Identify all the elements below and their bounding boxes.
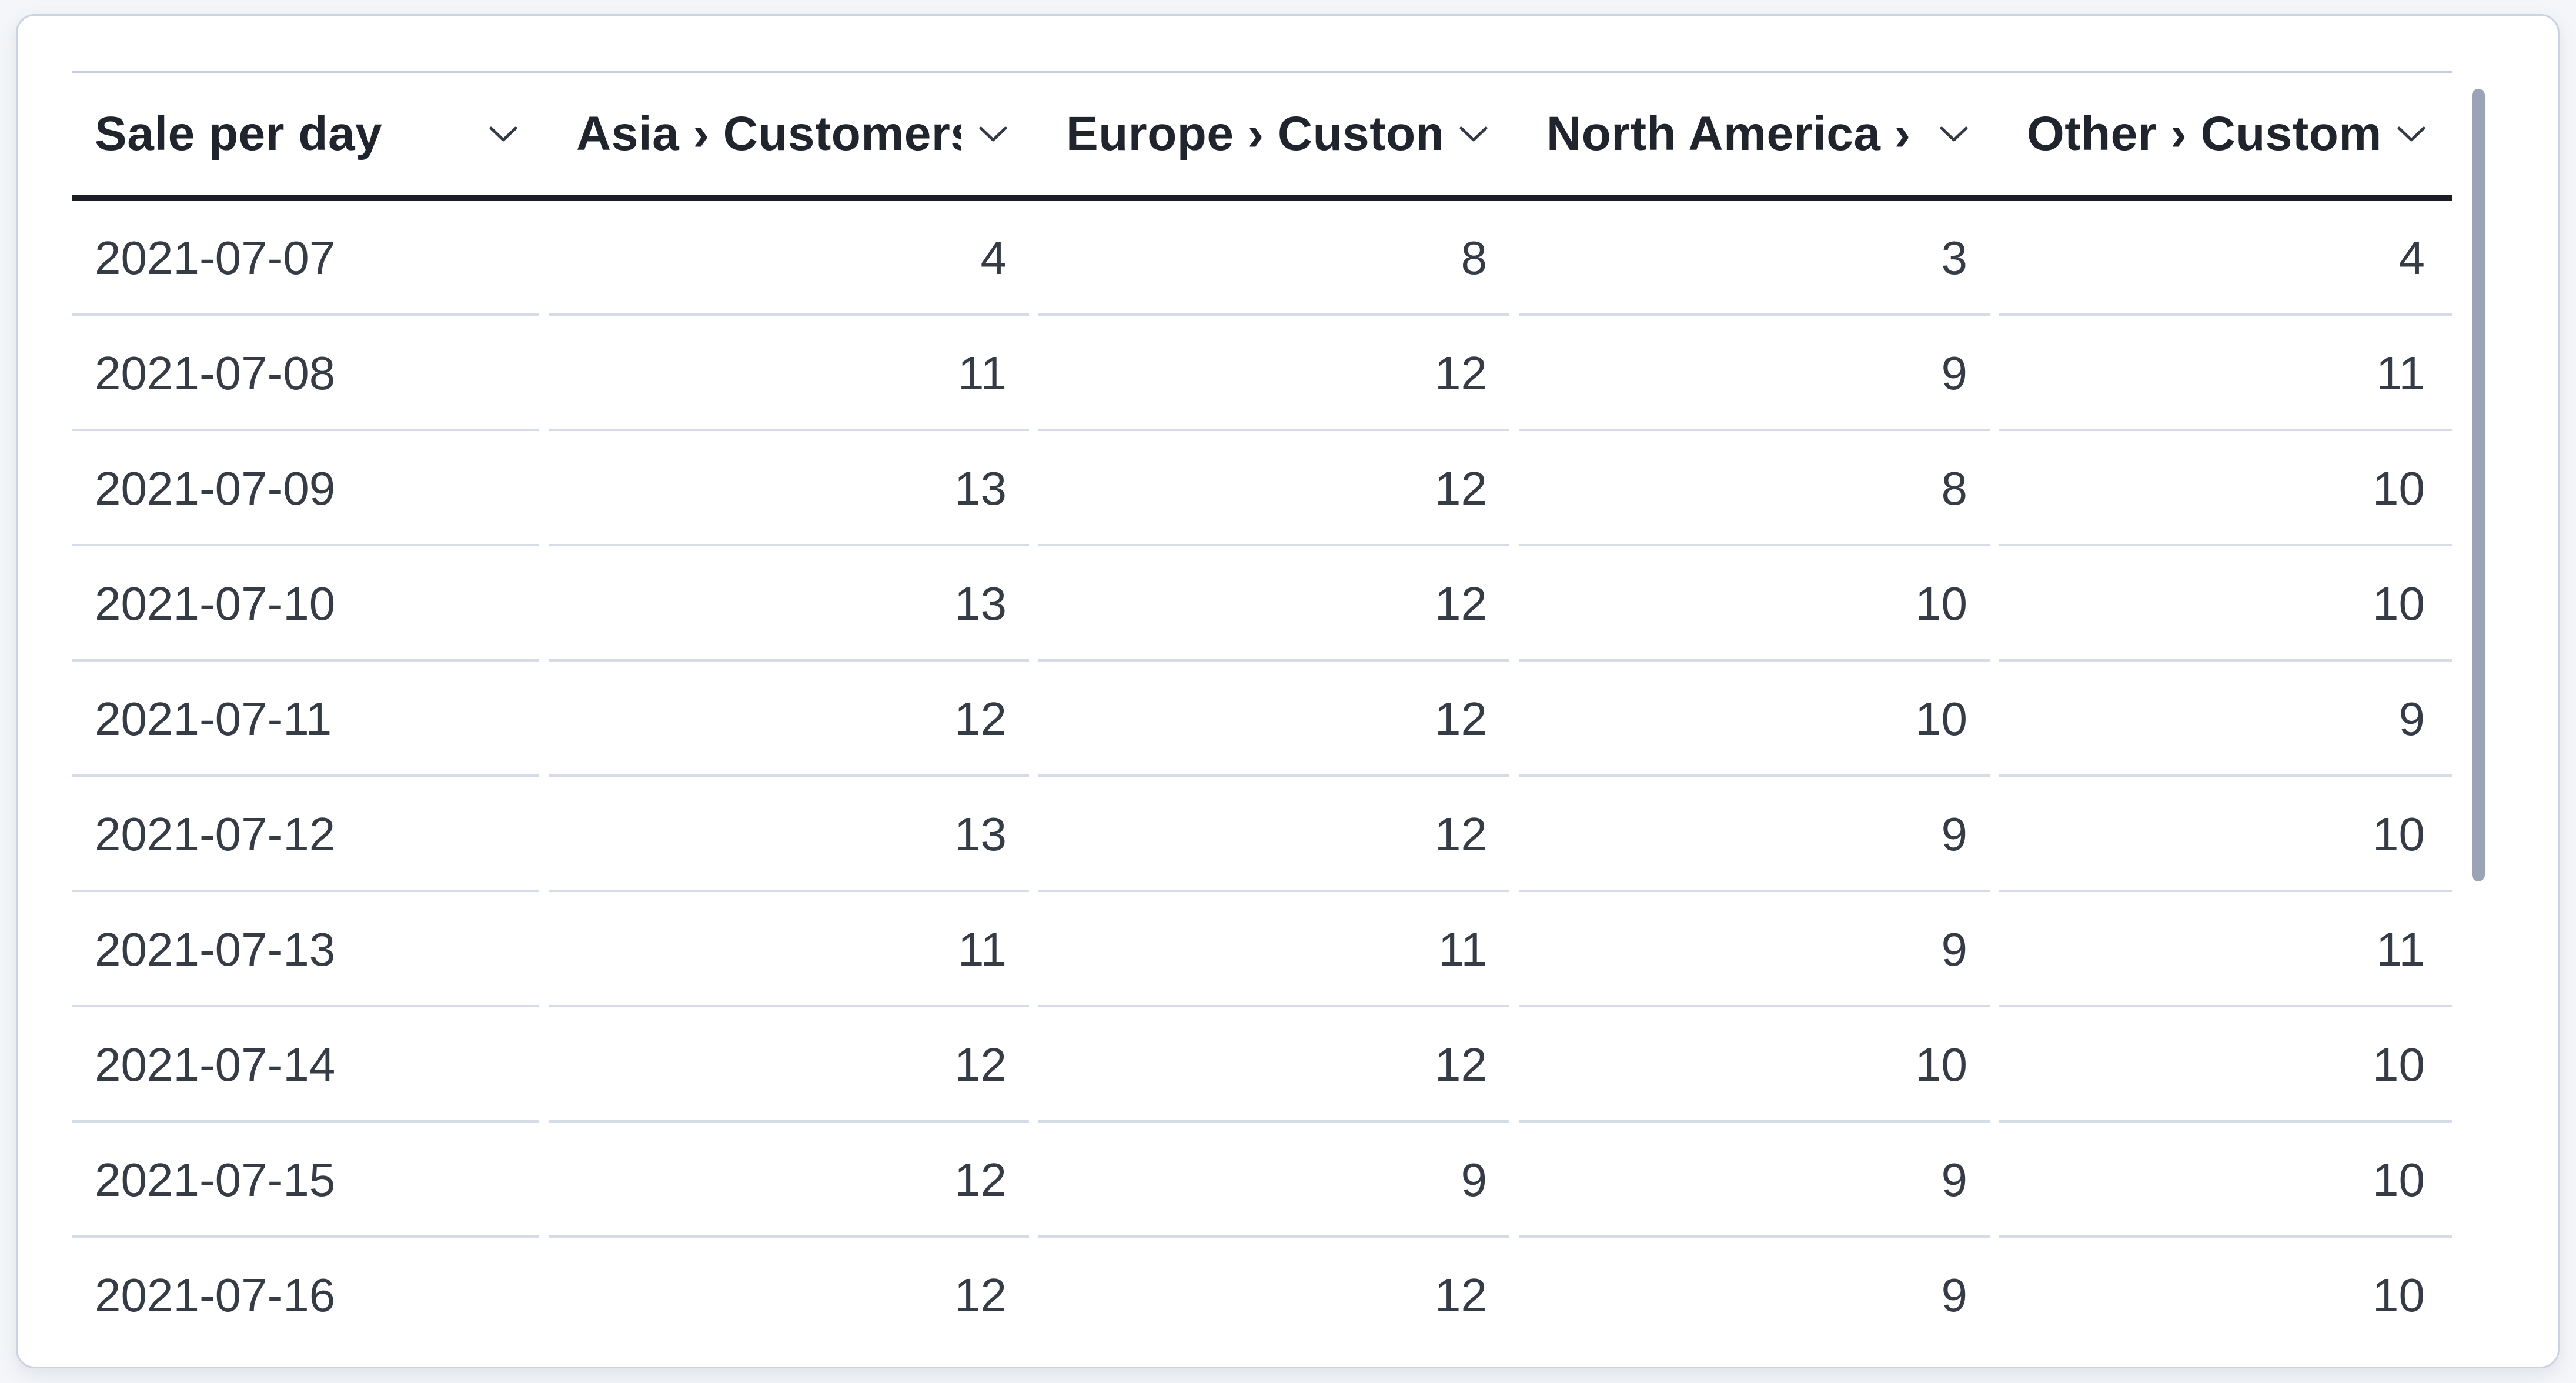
- value-cell: 12: [544, 1238, 1034, 1342]
- value-cell: 13: [544, 431, 1034, 546]
- data-table-card: Sale per day Asia › Customers: [16, 14, 2560, 1368]
- column-label: Sale per day: [95, 106, 383, 161]
- table-row: 2021-07-14 12 12 10 10: [72, 1007, 2452, 1123]
- column-header-asia-customers[interactable]: Asia › Customers: [544, 73, 1034, 201]
- value-cell: 12: [544, 1123, 1034, 1238]
- value-cell: 11: [1034, 892, 1514, 1007]
- table-row: 2021-07-09 13 12 8 10: [72, 431, 2452, 546]
- value-cell: 9: [1514, 777, 1994, 892]
- value-cell: 10: [1994, 777, 2452, 892]
- header-row: Sale per day Asia › Customers: [72, 73, 2452, 201]
- column-label: North America ›: [1546, 106, 1911, 161]
- value-cell: 12: [1034, 1007, 1514, 1123]
- value-cell: 9: [1034, 1123, 1514, 1238]
- table-row: 2021-07-15 12 9 9 10: [72, 1123, 2452, 1238]
- value-cell: 11: [544, 316, 1034, 431]
- row-date-cell: 2021-07-12: [72, 777, 544, 892]
- value-cell: 12: [1034, 777, 1514, 892]
- chevron-down-icon[interactable]: [487, 123, 519, 145]
- column-label: Asia › Customers: [576, 106, 961, 161]
- column-header-sale-per-day[interactable]: Sale per day: [72, 73, 544, 201]
- row-date-cell: 2021-07-16: [72, 1238, 544, 1342]
- value-cell: 12: [1034, 546, 1514, 662]
- value-cell: 10: [1514, 662, 1994, 777]
- table-row: 2021-07-07 4 8 3 4: [72, 201, 2452, 316]
- chevron-down-icon[interactable]: [1938, 123, 1970, 145]
- value-cell: 12: [1034, 316, 1514, 431]
- value-cell: 9: [1994, 662, 2452, 777]
- value-cell: 13: [544, 777, 1034, 892]
- value-cell: 10: [1994, 546, 2452, 662]
- value-cell: 10: [1994, 1123, 2452, 1238]
- chevron-down-icon[interactable]: [977, 123, 1009, 145]
- table-viewport: Sale per day Asia › Customers: [72, 71, 2452, 1342]
- table-row: 2021-07-08 11 12 9 11: [72, 316, 2452, 431]
- value-cell: 11: [544, 892, 1034, 1007]
- value-cell: 10: [1994, 431, 2452, 546]
- value-cell: 9: [1514, 1238, 1994, 1342]
- table-row: 2021-07-13 11 11 9 11: [72, 892, 2452, 1007]
- row-date-cell: 2021-07-09: [72, 431, 544, 546]
- value-cell: 8: [1034, 201, 1514, 316]
- value-cell: 11: [1994, 316, 2452, 431]
- row-date-cell: 2021-07-15: [72, 1123, 544, 1238]
- value-cell: 10: [1994, 1007, 2452, 1123]
- value-cell: 12: [1034, 431, 1514, 546]
- value-cell: 13: [544, 546, 1034, 662]
- value-cell: 4: [544, 201, 1034, 316]
- chevron-down-icon[interactable]: [2395, 123, 2427, 145]
- value-cell: 10: [1514, 1007, 1994, 1123]
- value-cell: 12: [544, 662, 1034, 777]
- value-cell: 12: [1034, 1238, 1514, 1342]
- table-row: 2021-07-11 12 12 10 9: [72, 662, 2452, 777]
- row-date-cell: 2021-07-08: [72, 316, 544, 431]
- value-cell: 9: [1514, 1123, 1994, 1238]
- chevron-down-icon[interactable]: [1458, 123, 1489, 145]
- table-body: 2021-07-07 4 8 3 4 2021-07-08 11 12 9 11 2021-07-0…: [72, 201, 2452, 1342]
- table-row: 2021-07-16 12 12 9 10: [72, 1238, 2452, 1342]
- column-label: Europe › Custom: [1066, 106, 1441, 161]
- column-header-other-customers[interactable]: Other › Custome: [1994, 73, 2452, 201]
- table-row: 2021-07-10 13 12 10 10: [72, 546, 2452, 662]
- value-cell: 3: [1514, 201, 1994, 316]
- table-row: 2021-07-12 13 12 9 10: [72, 777, 2452, 892]
- value-cell: 12: [544, 1007, 1034, 1123]
- row-date-cell: 2021-07-11: [72, 662, 544, 777]
- value-cell: 8: [1514, 431, 1994, 546]
- value-cell: 9: [1514, 316, 1994, 431]
- column-label: Other › Custome: [2027, 106, 2379, 161]
- sale-per-day-table: Sale per day Asia › Customers: [72, 73, 2452, 1342]
- column-header-north-america-customers[interactable]: North America ›: [1514, 73, 1994, 201]
- value-cell: 10: [1514, 546, 1994, 662]
- vertical-scrollbar-thumb[interactable]: [2472, 89, 2485, 881]
- value-cell: 11: [1994, 892, 2452, 1007]
- value-cell: 12: [1034, 662, 1514, 777]
- value-cell: 10: [1994, 1238, 2452, 1342]
- row-date-cell: 2021-07-13: [72, 892, 544, 1007]
- row-date-cell: 2021-07-14: [72, 1007, 544, 1123]
- value-cell: 4: [1994, 201, 2452, 316]
- row-date-cell: 2021-07-10: [72, 546, 544, 662]
- row-date-cell: 2021-07-07: [72, 201, 544, 316]
- value-cell: 9: [1514, 892, 1994, 1007]
- column-header-europe-customers[interactable]: Europe › Custom: [1034, 73, 1514, 201]
